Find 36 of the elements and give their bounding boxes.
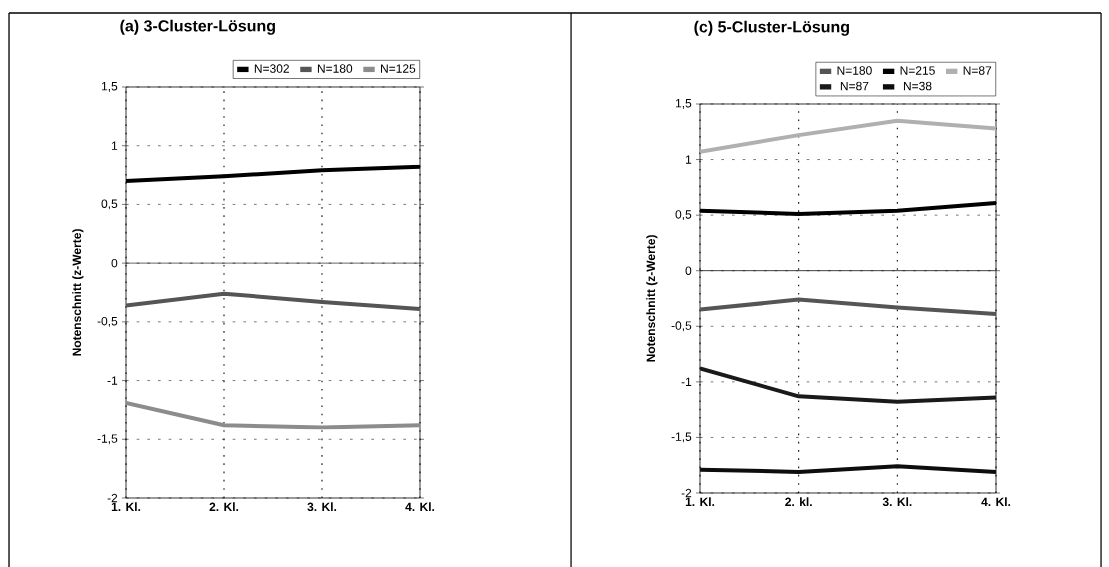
y-tick-label: -1,5 — [97, 434, 118, 445]
y-tick-label: -0,5 — [671, 321, 692, 332]
legend-label: N=302 — [254, 64, 289, 73]
y-tick-label: 1,5 — [101, 82, 118, 92]
x-tick-label: 3. Kl. — [882, 497, 912, 507]
y-tick-label: 0 — [685, 266, 692, 275]
x-tick-label: 4. Kl. — [405, 502, 435, 511]
y-tick-label: -2 — [681, 488, 692, 498]
x-tick-label: 2. kl. — [785, 497, 812, 506]
y-tick-label: -1 — [107, 376, 118, 385]
legend-label: N=87 — [840, 81, 869, 91]
y-tick-label: 1 — [685, 155, 692, 164]
x-tick-label: 3. Kl. — [307, 502, 337, 512]
y-tick-label: 0,5 — [675, 210, 692, 221]
chart-title: (a) 3-Cluster-Lösung — [120, 19, 275, 35]
y-tick-label: 1 — [111, 141, 118, 150]
y-tick-label: 1,5 — [675, 99, 692, 109]
legend-label: N=38 — [903, 81, 932, 91]
legend-label: N=215 — [900, 66, 935, 75]
x-tick-label: 1. Kl. — [111, 502, 141, 511]
legend-label: N=180 — [317, 64, 353, 73]
chart-title: (c) 5-Cluster-Lösung — [694, 20, 849, 36]
x-tick-label: 4. Kl. — [981, 497, 1011, 506]
y-tick-label: -1 — [681, 377, 692, 386]
y-tick-label: -0,5 — [97, 316, 118, 327]
y-axis-title: Notenschnitt (z-Werte) — [646, 235, 658, 362]
x-tick-label: 1. Kl. — [685, 497, 715, 506]
y-axis-title: Notenschnitt (z-Werte) — [72, 229, 84, 356]
y-tick-label: -2 — [107, 493, 118, 503]
legend-label: N=180 — [837, 66, 872, 75]
x-tick-label: 2. Kl. — [209, 502, 239, 511]
legend-label: N=125 — [381, 64, 416, 73]
legend-label: N=87 — [963, 66, 992, 75]
y-tick-label: -1,5 — [671, 432, 692, 443]
y-tick-label: 0,5 — [101, 199, 118, 210]
y-tick-label: 0 — [111, 258, 118, 268]
